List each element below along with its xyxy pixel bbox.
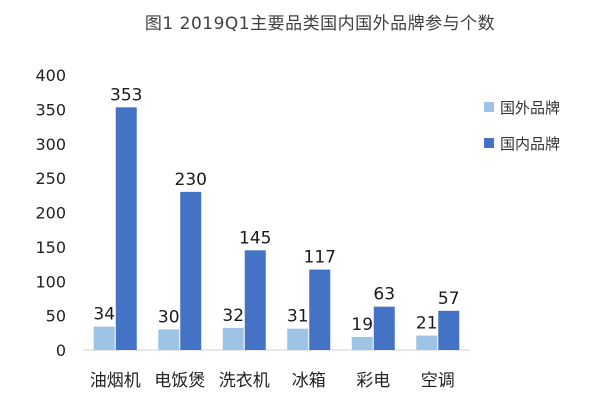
- chart-title: 图1 2019Q1主要品类国内国外品牌参与个数: [144, 14, 496, 34]
- y-tick-label: 350: [35, 100, 66, 119]
- data-label-foreign: 21: [416, 314, 438, 334]
- y-tick-label: 250: [35, 169, 66, 188]
- bar-foreign: [93, 326, 115, 350]
- data-label-foreign: 34: [93, 305, 115, 325]
- bar-domestic: [438, 310, 460, 350]
- y-tick-label: 400: [35, 66, 66, 85]
- y-tick-label: 300: [35, 135, 66, 154]
- x-category-label: 电饭煲: [154, 371, 205, 391]
- y-tick-label: 150: [35, 238, 66, 257]
- data-label-domestic: 145: [239, 228, 271, 248]
- y-tick-label: 200: [35, 204, 66, 223]
- x-category-label: 彩电: [356, 371, 390, 391]
- x-category-label: 油烟机: [90, 371, 141, 391]
- y-tick-label: 50: [46, 307, 66, 326]
- legend-label-foreign: 国外品牌: [500, 98, 561, 117]
- data-label-foreign: 32: [222, 306, 244, 326]
- bar-domestic: [244, 250, 266, 350]
- legend: 国外品牌 国内品牌: [484, 96, 560, 168]
- bar-domestic: [115, 107, 137, 350]
- data-label-domestic: 63: [373, 285, 395, 305]
- legend-swatch-foreign: [484, 102, 494, 112]
- x-category-label: 冰箱: [292, 371, 326, 391]
- x-axis: 油烟机 电饭煲 洗衣机 冰箱 彩电 空调: [90, 371, 455, 391]
- y-tick-label: 0: [56, 341, 66, 360]
- legend-item-domestic: 国内品牌: [484, 132, 560, 154]
- y-axis: 0 50 100 150 200 250 300 350 400: [35, 66, 66, 360]
- data-label-domestic: 117: [304, 248, 336, 268]
- bar-foreign: [416, 335, 438, 350]
- data-label-foreign: 19: [351, 315, 373, 335]
- bar-foreign: [351, 336, 373, 350]
- bars-group: [93, 107, 460, 350]
- bar-foreign: [287, 328, 309, 350]
- bar-domestic: [373, 306, 395, 350]
- data-label-foreign: 30: [158, 307, 180, 327]
- data-label-domestic: 353: [110, 85, 142, 105]
- legend-swatch-domestic: [484, 138, 494, 148]
- bar-domestic: [180, 191, 202, 350]
- y-tick-label: 100: [35, 272, 66, 291]
- data-label-domestic: 230: [175, 170, 207, 190]
- legend-label-domestic: 国内品牌: [500, 134, 561, 153]
- data-label-domestic: 57: [438, 289, 460, 309]
- x-category-label: 洗衣机: [219, 371, 270, 391]
- x-category-label: 空调: [421, 371, 455, 391]
- bar-foreign: [222, 328, 244, 350]
- data-label-foreign: 31: [287, 307, 309, 327]
- bar-domestic: [309, 269, 331, 350]
- legend-item-foreign: 国外品牌: [484, 96, 560, 118]
- bar-foreign: [158, 329, 180, 350]
